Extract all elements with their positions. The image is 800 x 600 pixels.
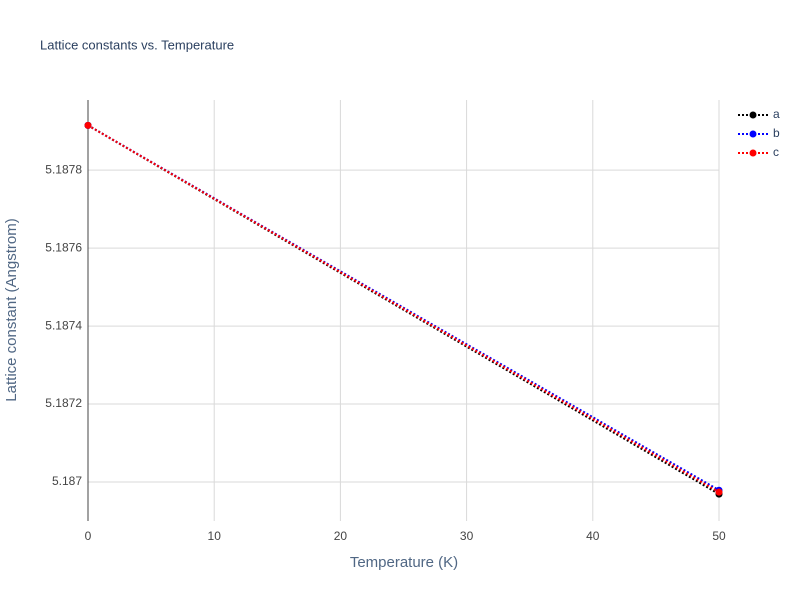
x-tick-label: 40: [586, 529, 600, 543]
data-point: [84, 121, 92, 129]
x-axis-title: Temperature (K): [350, 554, 458, 571]
legend-label: a: [773, 107, 780, 121]
y-tick-label: 5.1874: [45, 318, 82, 332]
y-axis-title: Lattice constant (Angstrom): [3, 218, 20, 401]
legend-label: c: [773, 145, 779, 159]
y-tick-label: 5.187: [52, 474, 82, 488]
x-tick-label: 0: [85, 529, 92, 543]
legend-marker: [749, 111, 757, 119]
x-tick-label: 20: [334, 529, 348, 543]
x-tick-label: 10: [208, 529, 222, 543]
series-line: [87, 124, 720, 494]
y-tick-label: 5.1878: [45, 162, 82, 176]
y-tick-label: 5.1872: [45, 396, 82, 410]
legend-marker: [749, 149, 757, 157]
x-tick-label: 30: [460, 529, 474, 543]
y-tick-label: 5.1876: [45, 240, 82, 254]
chart-title: Lattice constants vs. Temperature: [40, 37, 234, 52]
legend-label: b: [773, 126, 780, 140]
x-tick-label: 50: [712, 529, 726, 543]
legend-marker: [749, 130, 757, 138]
data-point: [715, 488, 723, 496]
